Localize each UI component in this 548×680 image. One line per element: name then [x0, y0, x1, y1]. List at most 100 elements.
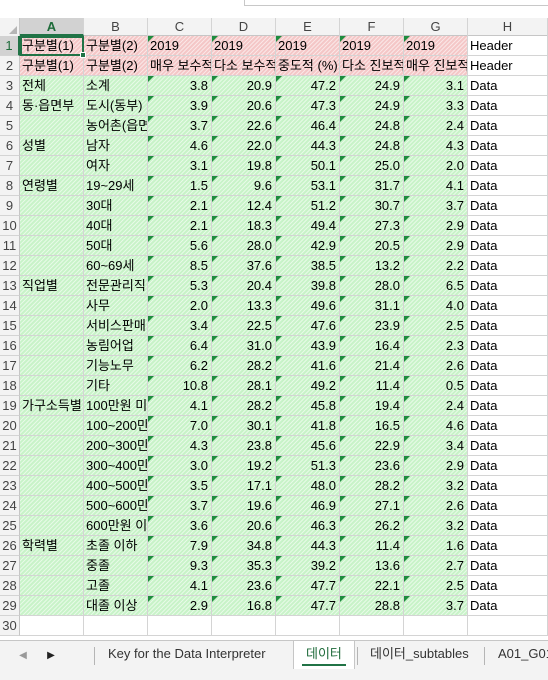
cell-b27[interactable]: 중졸	[84, 556, 148, 576]
cell-a6[interactable]: 성별	[20, 136, 84, 156]
row-header-11[interactable]: 11	[0, 236, 20, 256]
cell-g10[interactable]: 2.9	[404, 216, 468, 236]
cell-g4[interactable]: 3.3	[404, 96, 468, 116]
cell-h9[interactable]: Data	[468, 196, 548, 216]
cell-d5[interactable]: 22.6	[212, 116, 276, 136]
cell-g18[interactable]: 0.5	[404, 376, 468, 396]
cell-f15[interactable]: 23.9	[340, 316, 404, 336]
select-all-corner[interactable]	[0, 18, 20, 36]
cell-e24[interactable]: 46.9	[276, 496, 340, 516]
cell-c10[interactable]: 2.1	[148, 216, 212, 236]
tab-data-subtables[interactable]: 데이터_subtables	[358, 641, 481, 669]
tab-data[interactable]: 데이터	[293, 641, 355, 669]
cell-h20[interactable]: Data	[468, 416, 548, 436]
cell-f28[interactable]: 22.1	[340, 576, 404, 596]
row-header-5[interactable]: 5	[0, 116, 20, 136]
cell-d16[interactable]: 31.0	[212, 336, 276, 356]
row-header-15[interactable]: 15	[0, 316, 20, 336]
cell-b28[interactable]: 고졸	[84, 576, 148, 596]
row-header-16[interactable]: 16	[0, 336, 20, 356]
cell-a29[interactable]	[20, 596, 84, 616]
tab-a01-g01[interactable]: A01_G01	[486, 641, 548, 669]
cell-h19[interactable]: Data	[468, 396, 548, 416]
cell-e20[interactable]: 41.8	[276, 416, 340, 436]
cell-f6[interactable]: 24.8	[340, 136, 404, 156]
row-header-3[interactable]: 3	[0, 76, 20, 96]
cell-e4[interactable]: 47.3	[276, 96, 340, 116]
cell-a4[interactable]: 동·읍면부	[20, 96, 84, 116]
cell-b1[interactable]: 구분별(2)	[84, 36, 148, 56]
cell-e27[interactable]: 39.2	[276, 556, 340, 576]
cell-c25[interactable]: 3.6	[148, 516, 212, 536]
cell-c21[interactable]: 4.3	[148, 436, 212, 456]
cell-e14[interactable]: 49.6	[276, 296, 340, 316]
cell-b13[interactable]: 전문관리직	[84, 276, 148, 296]
cell-g15[interactable]: 2.5	[404, 316, 468, 336]
row-header-23[interactable]: 23	[0, 476, 20, 496]
cell-h10[interactable]: Data	[468, 216, 548, 236]
row-header-19[interactable]: 19	[0, 396, 20, 416]
cell-h29[interactable]: Data	[468, 596, 548, 616]
cell-g26[interactable]: 1.6	[404, 536, 468, 556]
cell-d7[interactable]: 19.8	[212, 156, 276, 176]
cell-d24[interactable]: 19.6	[212, 496, 276, 516]
formula-bar-edge[interactable]	[244, 0, 548, 6]
cell-g30[interactable]	[404, 616, 468, 636]
cell-b26[interactable]: 초졸 이하	[84, 536, 148, 556]
cell-c5[interactable]: 3.7	[148, 116, 212, 136]
row-header-6[interactable]: 6	[0, 136, 20, 156]
cell-a28[interactable]	[20, 576, 84, 596]
cell-g3[interactable]: 3.1	[404, 76, 468, 96]
cell-g14[interactable]: 4.0	[404, 296, 468, 316]
cell-f8[interactable]: 31.7	[340, 176, 404, 196]
cell-g22[interactable]: 2.9	[404, 456, 468, 476]
cell-a9[interactable]	[20, 196, 84, 216]
cell-c12[interactable]: 8.5	[148, 256, 212, 276]
column-header-g[interactable]: G	[404, 18, 468, 36]
cell-f27[interactable]: 13.6	[340, 556, 404, 576]
cell-g28[interactable]: 2.5	[404, 576, 468, 596]
cell-d29[interactable]: 16.8	[212, 596, 276, 616]
cell-f29[interactable]: 28.8	[340, 596, 404, 616]
row-header-12[interactable]: 12	[0, 256, 20, 276]
row-header-25[interactable]: 25	[0, 516, 20, 536]
cell-b24[interactable]: 500~600만원	[84, 496, 148, 516]
fill-handle[interactable]	[80, 52, 86, 58]
cell-d18[interactable]: 28.1	[212, 376, 276, 396]
cell-d8[interactable]: 9.6	[212, 176, 276, 196]
cell-c11[interactable]: 5.6	[148, 236, 212, 256]
cell-h22[interactable]: Data	[468, 456, 548, 476]
cell-a18[interactable]	[20, 376, 84, 396]
row-header-24[interactable]: 24	[0, 496, 20, 516]
row-header-1[interactable]: 1	[0, 36, 20, 56]
cell-g19[interactable]: 2.4	[404, 396, 468, 416]
cell-f4[interactable]: 24.9	[340, 96, 404, 116]
cell-a17[interactable]	[20, 356, 84, 376]
cell-g8[interactable]: 4.1	[404, 176, 468, 196]
cell-g11[interactable]: 2.9	[404, 236, 468, 256]
cell-e7[interactable]: 50.1	[276, 156, 340, 176]
cell-b21[interactable]: 200~300만원	[84, 436, 148, 456]
cell-b16[interactable]: 농림어업	[84, 336, 148, 356]
cell-c2[interactable]: 매우 보수적	[148, 56, 212, 76]
cell-d12[interactable]: 37.6	[212, 256, 276, 276]
cell-e22[interactable]: 51.3	[276, 456, 340, 476]
cell-a20[interactable]	[20, 416, 84, 436]
cell-f24[interactable]: 27.1	[340, 496, 404, 516]
cell-h15[interactable]: Data	[468, 316, 548, 336]
cell-d14[interactable]: 13.3	[212, 296, 276, 316]
cell-d13[interactable]: 20.4	[212, 276, 276, 296]
cell-b23[interactable]: 400~500만원	[84, 476, 148, 496]
cell-h13[interactable]: Data	[468, 276, 548, 296]
column-header-h[interactable]: H	[468, 18, 548, 36]
cell-d26[interactable]: 34.8	[212, 536, 276, 556]
cell-e9[interactable]: 51.2	[276, 196, 340, 216]
cell-c3[interactable]: 3.8	[148, 76, 212, 96]
cell-a14[interactable]	[20, 296, 84, 316]
cell-d22[interactable]: 19.2	[212, 456, 276, 476]
cell-e21[interactable]: 45.6	[276, 436, 340, 456]
cell-a22[interactable]	[20, 456, 84, 476]
cell-h25[interactable]: Data	[468, 516, 548, 536]
cell-d21[interactable]: 23.8	[212, 436, 276, 456]
cell-f21[interactable]: 22.9	[340, 436, 404, 456]
